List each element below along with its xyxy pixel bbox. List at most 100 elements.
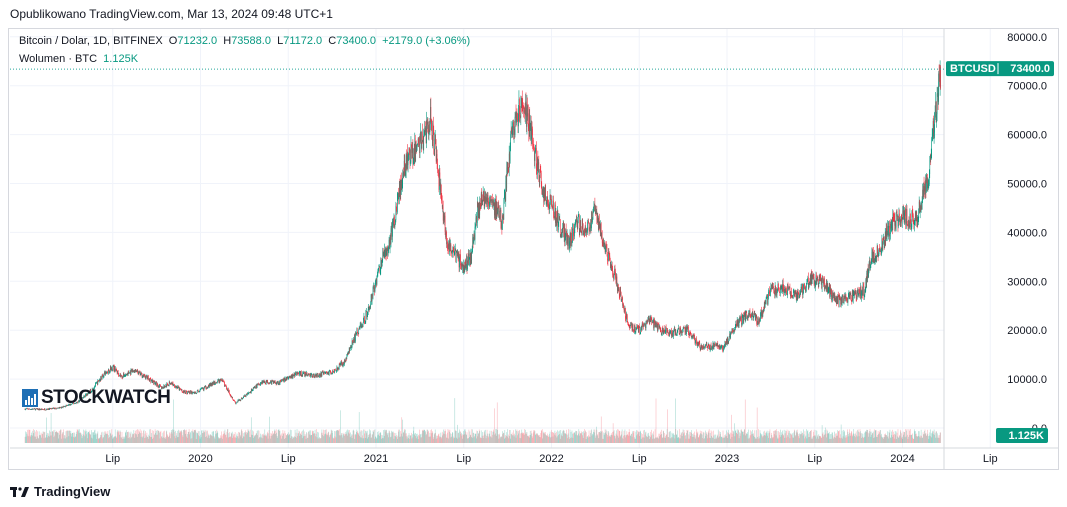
volume-bar <box>619 430 621 443</box>
volume-bar <box>864 436 866 443</box>
volume-bar <box>384 429 385 443</box>
candle-body <box>346 354 348 355</box>
volume-bar <box>825 427 826 443</box>
volume-bar <box>553 432 554 443</box>
candle-body <box>433 149 435 151</box>
volume-bar <box>853 429 855 443</box>
volume-bar <box>756 438 757 443</box>
volume-bar <box>708 430 710 443</box>
volume-bar <box>86 434 87 443</box>
volume-bar <box>124 438 126 443</box>
volume-bar <box>170 431 172 443</box>
volume-bar <box>892 431 894 443</box>
volume-bar <box>184 429 185 443</box>
candle-body <box>159 384 161 386</box>
candle-body <box>325 371 327 374</box>
volume-bar <box>935 431 937 443</box>
candle-body <box>251 390 253 392</box>
candle-body <box>150 378 152 383</box>
volume-bar <box>79 429 80 443</box>
volume-bar <box>88 433 90 443</box>
volume-bar <box>816 438 817 443</box>
candle-body <box>598 220 599 229</box>
volume-bar <box>597 435 598 443</box>
volume-bar <box>920 429 922 443</box>
volume-bar <box>798 438 800 443</box>
volume-bar <box>535 433 537 443</box>
candle-body <box>273 381 274 384</box>
volume-bar <box>208 435 209 443</box>
volume-bar <box>446 437 448 443</box>
candle-body <box>583 230 584 232</box>
volume-bar <box>111 429 113 443</box>
candle-body <box>747 316 749 318</box>
candle-body <box>341 362 343 366</box>
volume-bar <box>205 436 206 443</box>
candle-body <box>356 330 358 334</box>
volume-bar <box>765 433 767 443</box>
volume-bar <box>558 434 559 443</box>
volume-bar <box>560 435 562 443</box>
volume-bar <box>741 429 742 443</box>
candle-body <box>475 225 476 227</box>
volume-bar <box>93 432 94 443</box>
volume-bar <box>436 438 438 443</box>
candle-body <box>750 314 751 317</box>
volume-bar <box>387 434 388 443</box>
candle-body <box>682 329 684 333</box>
volume-bar <box>641 437 643 443</box>
volume-bar <box>800 431 802 443</box>
volume-bar <box>368 437 369 443</box>
volume-bar <box>428 436 430 443</box>
candle-body <box>77 401 79 404</box>
candle-body <box>55 407 56 409</box>
volume-bar <box>62 431 64 443</box>
candle-body <box>687 326 689 328</box>
candle-body <box>275 382 277 385</box>
volume-bar <box>643 437 645 443</box>
volume-bar <box>674 438 676 443</box>
volume-bar <box>64 435 65 443</box>
candle-body <box>724 345 725 349</box>
candle-body <box>539 180 540 183</box>
volume-bar <box>229 436 230 443</box>
volume-bar <box>701 431 702 443</box>
volume-bar <box>492 431 494 443</box>
volume-bar <box>27 429 28 443</box>
volume-bar <box>917 435 919 443</box>
candle-body <box>348 347 350 353</box>
candle-body <box>340 363 341 366</box>
volume-bar <box>247 432 248 443</box>
volume-bar <box>208 435 210 443</box>
candle-body <box>163 385 165 389</box>
candle-body <box>342 364 344 367</box>
candle-body <box>676 331 678 334</box>
volume-bar <box>400 431 402 443</box>
candle-body <box>652 321 653 323</box>
candle-body <box>366 311 368 318</box>
volume-bar <box>64 435 66 443</box>
candle-body <box>745 312 746 320</box>
volume-bar <box>631 433 632 443</box>
volume-bar <box>513 430 514 443</box>
candle-body <box>739 317 741 320</box>
volume-bar <box>886 436 888 443</box>
candle-body <box>578 216 579 219</box>
volume-bar <box>295 436 296 443</box>
candle-body <box>420 131 421 136</box>
candle-body <box>211 383 212 386</box>
candle-body <box>656 322 658 328</box>
candle-body <box>311 374 313 377</box>
volume-bar <box>546 435 547 443</box>
volume-bar <box>834 437 836 443</box>
volume-bar <box>883 438 884 443</box>
volume-bar <box>155 432 156 443</box>
volume-bar <box>782 435 784 443</box>
volume-bar <box>200 437 202 443</box>
candle-body <box>677 329 679 332</box>
volume-bar <box>836 435 838 443</box>
volume-bar <box>821 425 823 443</box>
volume-bar <box>703 438 705 443</box>
candle-body <box>617 284 619 291</box>
